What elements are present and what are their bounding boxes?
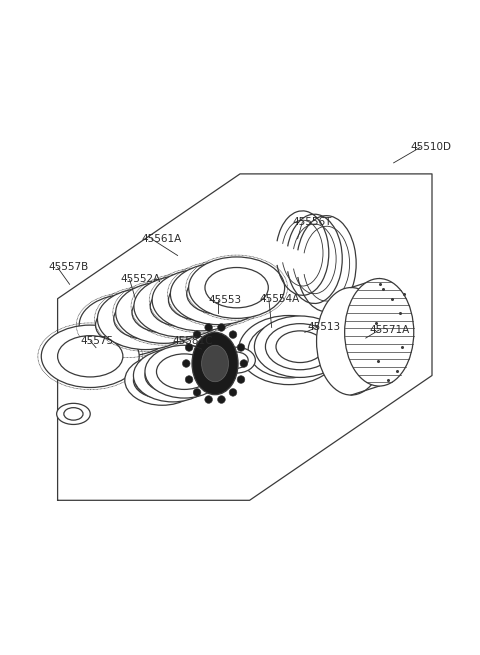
Ellipse shape — [189, 257, 285, 318]
Ellipse shape — [265, 324, 335, 369]
Ellipse shape — [132, 293, 195, 333]
Ellipse shape — [182, 360, 190, 367]
Ellipse shape — [116, 282, 212, 343]
Ellipse shape — [217, 396, 225, 403]
Ellipse shape — [317, 288, 386, 395]
Text: 45552A: 45552A — [120, 274, 160, 284]
Ellipse shape — [202, 345, 228, 382]
Ellipse shape — [185, 344, 193, 351]
Ellipse shape — [185, 376, 193, 383]
Ellipse shape — [224, 352, 248, 368]
Ellipse shape — [193, 388, 201, 396]
Ellipse shape — [64, 407, 83, 420]
Ellipse shape — [248, 322, 330, 378]
Ellipse shape — [276, 331, 324, 362]
Ellipse shape — [170, 263, 266, 325]
Ellipse shape — [205, 324, 213, 331]
Ellipse shape — [345, 278, 414, 386]
Ellipse shape — [156, 354, 212, 390]
Ellipse shape — [193, 331, 201, 339]
Ellipse shape — [239, 316, 339, 384]
Text: 45557B: 45557B — [48, 263, 88, 272]
Text: 45556T: 45556T — [293, 217, 332, 227]
Ellipse shape — [133, 349, 212, 402]
Ellipse shape — [187, 274, 250, 314]
Text: 45581C: 45581C — [173, 336, 213, 346]
Ellipse shape — [254, 316, 346, 377]
Text: 45554A: 45554A — [259, 293, 300, 304]
Ellipse shape — [145, 345, 224, 398]
Ellipse shape — [237, 344, 245, 351]
Ellipse shape — [145, 358, 201, 393]
Ellipse shape — [229, 388, 237, 396]
Ellipse shape — [217, 324, 225, 331]
Ellipse shape — [205, 267, 268, 308]
Text: 45510D: 45510D — [410, 143, 451, 153]
Ellipse shape — [152, 269, 248, 331]
Ellipse shape — [57, 403, 90, 424]
Ellipse shape — [267, 335, 311, 364]
Text: 45571A: 45571A — [370, 325, 410, 335]
Ellipse shape — [125, 356, 200, 405]
Ellipse shape — [192, 332, 238, 395]
Ellipse shape — [41, 325, 139, 388]
Ellipse shape — [237, 376, 245, 383]
Text: 45561A: 45561A — [142, 234, 182, 244]
Ellipse shape — [135, 363, 190, 398]
Ellipse shape — [240, 360, 248, 367]
Ellipse shape — [205, 396, 213, 403]
Ellipse shape — [152, 373, 173, 387]
Ellipse shape — [58, 335, 123, 377]
Ellipse shape — [144, 369, 180, 392]
Ellipse shape — [143, 368, 181, 392]
Text: 45553: 45553 — [209, 295, 242, 305]
Text: 45513: 45513 — [307, 322, 340, 333]
Ellipse shape — [229, 331, 237, 339]
Ellipse shape — [258, 329, 320, 371]
Ellipse shape — [133, 362, 191, 398]
Ellipse shape — [134, 276, 230, 337]
Ellipse shape — [79, 294, 175, 356]
Ellipse shape — [114, 299, 177, 339]
Text: 45575: 45575 — [81, 336, 114, 346]
Ellipse shape — [150, 286, 214, 327]
Ellipse shape — [217, 347, 255, 373]
Ellipse shape — [168, 280, 232, 320]
Ellipse shape — [96, 305, 159, 345]
Ellipse shape — [97, 288, 193, 350]
